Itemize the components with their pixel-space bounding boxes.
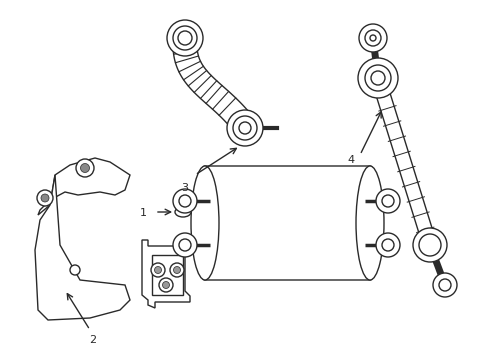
Circle shape: [167, 20, 203, 56]
Circle shape: [376, 189, 400, 213]
Polygon shape: [152, 255, 183, 295]
Circle shape: [365, 30, 381, 46]
Circle shape: [376, 233, 400, 257]
Circle shape: [170, 263, 184, 277]
Circle shape: [419, 234, 441, 256]
Circle shape: [371, 71, 385, 85]
Circle shape: [163, 282, 170, 288]
Circle shape: [233, 116, 257, 140]
Circle shape: [70, 265, 80, 275]
Circle shape: [413, 228, 447, 262]
FancyBboxPatch shape: [203, 166, 372, 280]
Circle shape: [173, 26, 197, 50]
Polygon shape: [142, 240, 190, 308]
Circle shape: [154, 266, 162, 274]
Polygon shape: [173, 45, 249, 128]
Circle shape: [227, 110, 263, 146]
Circle shape: [178, 31, 192, 45]
Circle shape: [370, 35, 376, 41]
Circle shape: [76, 159, 94, 177]
Circle shape: [173, 266, 180, 274]
Polygon shape: [371, 76, 437, 247]
Text: 2: 2: [90, 335, 97, 345]
Polygon shape: [35, 175, 130, 320]
Circle shape: [159, 278, 173, 292]
Polygon shape: [38, 158, 130, 215]
Ellipse shape: [175, 207, 191, 217]
Circle shape: [359, 24, 387, 52]
Circle shape: [382, 195, 394, 207]
Circle shape: [179, 239, 191, 251]
Circle shape: [239, 122, 251, 134]
Circle shape: [358, 58, 398, 98]
Circle shape: [365, 65, 391, 91]
Ellipse shape: [356, 166, 384, 280]
Circle shape: [80, 163, 90, 172]
Circle shape: [41, 194, 49, 202]
Ellipse shape: [191, 166, 219, 280]
Text: 4: 4: [348, 155, 355, 165]
Circle shape: [433, 273, 457, 297]
Circle shape: [173, 233, 197, 257]
Circle shape: [179, 195, 191, 207]
Text: 1: 1: [140, 208, 147, 218]
Circle shape: [382, 239, 394, 251]
Circle shape: [439, 279, 451, 291]
Circle shape: [37, 190, 53, 206]
Circle shape: [173, 189, 197, 213]
Text: 3: 3: [181, 183, 189, 193]
Circle shape: [151, 263, 165, 277]
